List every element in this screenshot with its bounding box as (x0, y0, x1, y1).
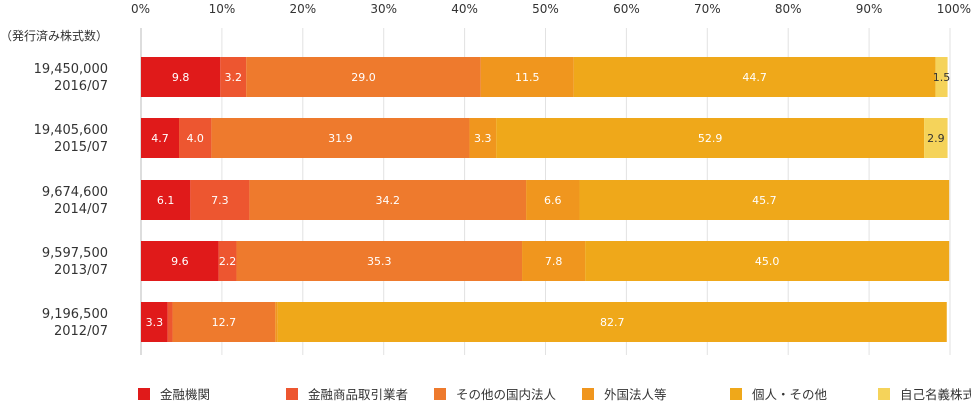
legend: 金融機関 金融商品取引業者 その他の国内法人 外国法人等 個人・その他 自己名義株式 (138, 384, 971, 403)
bar-data-label: 2.9 (927, 132, 945, 145)
bar-segment (179, 118, 212, 158)
bar-data-label: 45.7 (752, 194, 777, 207)
bar-data-label: 7.3 (211, 194, 229, 207)
row-date-label: 2015/07 (54, 140, 108, 155)
bar-segment (249, 180, 527, 220)
bar-data-label: 1.5 (933, 71, 951, 84)
bar-segment (522, 241, 586, 281)
legend-label: 金融機関 (160, 387, 211, 402)
row-shares-label: 19,405,600 (34, 123, 108, 138)
bar-segment (220, 57, 247, 97)
legend-swatch (878, 387, 890, 400)
bar-segment (935, 57, 948, 97)
bar-segment (218, 241, 237, 281)
bars: 9.8 3.2 29.0 11.5 44.7 1.5 4.7 4.0 31.9 3.3 52.9 2.… (141, 57, 950, 342)
stacked-bar-chart: 0% 10% 20% 30% 40% 50% 60% 70% 80% 90% 100% （発行済み株… (0, 2, 971, 355)
bar-data-label: 4.0 (186, 132, 204, 145)
bar-segment (141, 302, 168, 342)
bar-segment (172, 302, 276, 342)
legend-swatch (730, 387, 742, 400)
bar-segment (469, 118, 497, 158)
x-tick-label: 80% (775, 2, 802, 16)
bar-data-label: 6.6 (544, 194, 562, 207)
y-axis-label: （発行済み株式数） (0, 28, 108, 43)
x-tick-label: 90% (856, 2, 883, 16)
legend-label: 外国法人等 (604, 387, 667, 402)
bar-data-label: 29.0 (351, 71, 376, 84)
bar-data-label: 4.7 (151, 132, 169, 145)
bar-data-label: 2.2 (219, 255, 237, 268)
bar-segment (141, 57, 221, 97)
x-tick-label: 60% (613, 2, 640, 16)
row-date-label: 2014/07 (54, 202, 108, 217)
bar-data-label: 82.7 (600, 316, 625, 329)
bar-data-label: 35.3 (367, 255, 392, 268)
bar-data-label: 11.5 (515, 71, 540, 84)
x-tick-label: 10% (209, 2, 236, 16)
bar-segment (246, 57, 481, 97)
row-date-label: 2016/07 (54, 79, 108, 94)
legend-swatch (582, 387, 594, 400)
row-shares-label: 9,597,500 (42, 246, 108, 261)
x-tick-label: 100% (937, 2, 971, 16)
x-tick-label: 70% (694, 2, 721, 16)
bar-data-label: 34.2 (375, 194, 400, 207)
legend-swatch (138, 387, 150, 400)
x-tick-label: 50% (532, 2, 559, 16)
legend-label: 金融商品取引業者 (308, 387, 409, 402)
x-tick-label: 40% (451, 2, 478, 16)
bar-segment (277, 302, 947, 342)
bar-segment (496, 118, 925, 158)
row-labels: 19,450,000 2016/07 19,405,600 2015/07 9,674,… (34, 62, 108, 339)
x-tick-label: 0% (131, 2, 150, 16)
bar-data-label: 3.3 (474, 132, 492, 145)
bar-segment (236, 241, 523, 281)
bar-data-label: 7.8 (545, 255, 563, 268)
row-date-label: 2013/07 (54, 263, 108, 278)
legend-item: 金融機関 (138, 384, 286, 403)
bar-segment (190, 180, 250, 220)
x-axis-ticks: 0% 10% 20% 30% 40% 50% 60% 70% 80% 90% 100% (131, 2, 971, 16)
bar-segment (141, 118, 180, 158)
bar-segment (585, 241, 950, 281)
bar-segment (924, 118, 948, 158)
bar-data-label: 9.6 (171, 255, 189, 268)
bar-data-label: 31.9 (328, 132, 353, 145)
bar-data-label: 9.8 (172, 71, 190, 84)
bar-segment (141, 241, 219, 281)
bar-data-label: 12.7 (212, 316, 237, 329)
x-tick-label: 30% (370, 2, 397, 16)
bar-data-label: 45.0 (755, 255, 780, 268)
legend-label: 個人・その他 (752, 387, 828, 402)
legend-item: 自己名義株式 (878, 384, 971, 403)
row-date-label: 2012/07 (54, 324, 108, 339)
legend-item: 個人・その他 (730, 384, 878, 403)
legend-swatch (434, 387, 446, 400)
row-shares-label: 9,196,500 (42, 307, 108, 322)
bar-segment (141, 180, 191, 220)
x-tick-label: 20% (289, 2, 316, 16)
bar-segment (573, 57, 936, 97)
bar-data-label: 52.9 (698, 132, 723, 145)
legend-label: その他の国内法人 (456, 387, 557, 402)
bar-data-label: 3.3 (146, 316, 164, 329)
bar-segment (579, 180, 950, 220)
bar-segment (480, 57, 574, 97)
legend-item: その他の国内法人 (434, 384, 582, 403)
row-shares-label: 19,450,000 (34, 62, 108, 77)
bar-data-label: 6.1 (157, 194, 175, 207)
legend-item: 金融商品取引業者 (286, 384, 434, 403)
bar-segment (167, 302, 173, 342)
bar-segment (275, 302, 278, 342)
legend-item: 外国法人等 (582, 384, 730, 403)
bar-segment (526, 180, 580, 220)
bar-segment (211, 118, 470, 158)
bar-data-label: 3.2 (224, 71, 242, 84)
legend-label: 自己名義株式 (900, 387, 971, 402)
bar-data-label: 44.7 (742, 71, 767, 84)
row-shares-label: 9,674,600 (42, 185, 108, 200)
legend-swatch (286, 387, 298, 400)
